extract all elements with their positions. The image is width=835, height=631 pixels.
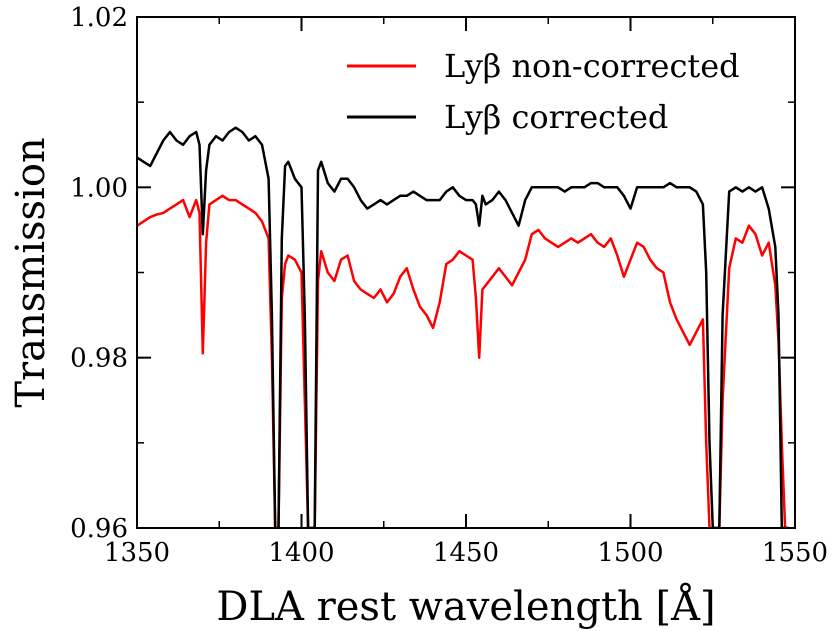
y-tick-label: 0.98 [70,344,128,374]
x-tick-label: 1450 [433,538,499,568]
series-line-corrected [137,126,789,528]
legend: Lyβ non-corrected Lyβ corrected [347,47,740,136]
y-tick-label: 1.00 [70,173,128,203]
ticks-layer: 1350 1400 1450 1500 1550 0.96 0.98 1.00 1.02 [70,3,828,568]
y-tick-label: 0.96 [70,514,128,544]
legend-label: Lyβ non-corrected [444,47,740,85]
x-axis-title: DLA rest wavelength [Å] [216,583,715,630]
series-layer [137,126,789,528]
series-line-non-corrected [137,194,789,528]
y-tick-label: 1.02 [70,3,128,33]
x-tick-label: 1400 [268,538,334,568]
plot-frame [136,16,796,529]
legend-label: Lyβ corrected [444,98,668,136]
x-tick-label: 1350 [104,538,170,568]
y-axis-title: Transmission [8,137,54,407]
x-tick-label: 1550 [762,538,828,568]
x-tick-label: 1500 [597,538,663,568]
